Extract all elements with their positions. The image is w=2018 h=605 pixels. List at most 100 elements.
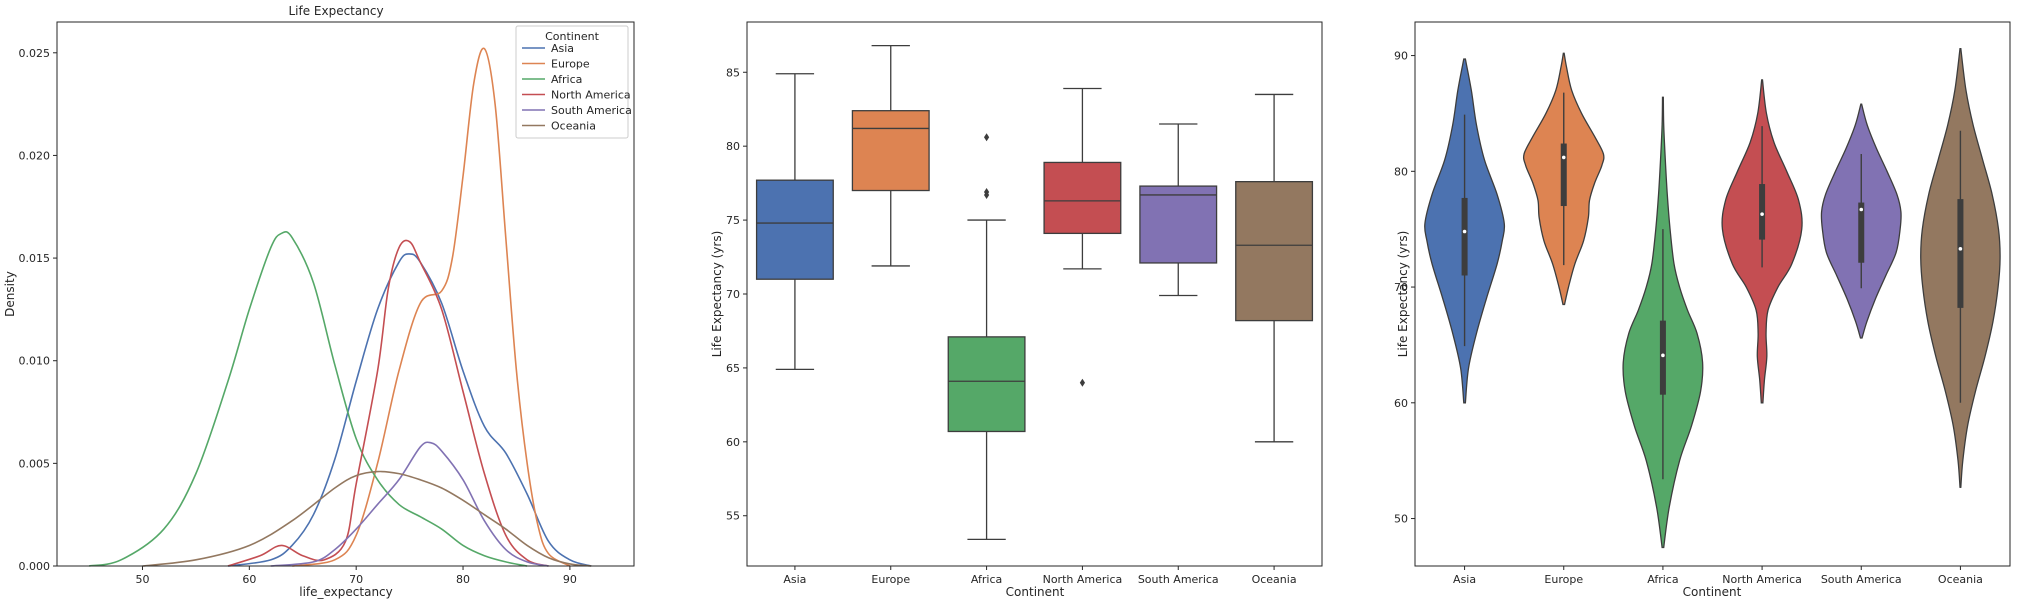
violin-shapes xyxy=(1424,47,2001,549)
boxplot-frame xyxy=(746,21,1323,567)
legend-label-south-america: South America xyxy=(551,104,632,117)
box-south-america xyxy=(1139,123,1218,297)
violin-ylabel: Life Expectancy (yrs) xyxy=(1396,231,1410,358)
outlier-point xyxy=(983,133,990,142)
violin-asia xyxy=(1424,58,1506,404)
boxplot-xtick-label: Asia xyxy=(783,573,806,586)
legend-label-north-america: North America xyxy=(551,89,631,102)
violin-iqr-bar xyxy=(1560,143,1567,207)
violin-median-dot xyxy=(1760,212,1764,216)
violin-xtick-label: Asia xyxy=(1453,573,1476,586)
box-asia xyxy=(755,73,834,371)
violin-iqr-bar xyxy=(1461,197,1468,276)
box-europe xyxy=(851,45,930,267)
kde-line-asia xyxy=(227,253,592,567)
kde-ticks: 50 60 70 80 90 0.000 0.005 0.010 0.015 0.020 0.025 xyxy=(19,47,577,586)
kde-ytick-label: 0.015 xyxy=(19,252,51,265)
violin-iqr-bar xyxy=(1858,202,1865,263)
boxplot-ytick-label: 55 xyxy=(726,510,740,523)
boxplot-ytick-label: 70 xyxy=(726,288,740,301)
kde-ytick-label: 0.000 xyxy=(19,560,51,573)
violin-ytick-label: 50 xyxy=(1394,513,1408,526)
boxplot-ylabel: Life Expectancy (yrs) xyxy=(710,231,724,358)
kde-ylabel: Density xyxy=(3,271,17,317)
violin-median-dot xyxy=(1561,155,1566,160)
violin-iqr-bar xyxy=(1659,320,1666,395)
violin-median-dot xyxy=(1462,229,1467,234)
kde-line-europe xyxy=(291,47,571,567)
violin-xlabel: Continent xyxy=(1683,585,1742,599)
kde-xtick-label: 50 xyxy=(135,573,149,586)
iqr-box xyxy=(755,179,834,280)
violin-xtick-label: Europe xyxy=(1544,573,1583,586)
violin-ytick-label: 60 xyxy=(1394,397,1408,410)
kde-xtick-label: 90 xyxy=(563,573,577,586)
kde-xtick-label: 80 xyxy=(456,573,470,586)
violin-xtick-label: Africa xyxy=(1647,573,1678,586)
violin-north-america xyxy=(1721,79,1803,404)
kde-ytick-label: 0.010 xyxy=(19,355,51,368)
violin-xtick-label: North America xyxy=(1722,573,1802,586)
kde-xlabel: life_expectancy xyxy=(299,585,393,599)
boxplot-ytick-label: 80 xyxy=(726,140,740,153)
legend-label-europe: Europe xyxy=(551,58,590,71)
boxplot-xlabel: Continent xyxy=(1006,585,1065,599)
violin-median-dot xyxy=(1859,207,1864,212)
kde-legend: Continent Asia Europe Africa North America S… xyxy=(515,25,632,139)
boxplot-xtick-label: Oceania xyxy=(1252,573,1297,586)
violin-europe xyxy=(1522,52,1605,306)
box-oceania xyxy=(1235,93,1314,443)
iqr-box xyxy=(1139,185,1218,264)
kde-title: Life Expectancy xyxy=(288,4,383,18)
boxplot-xtick-label: Africa xyxy=(971,573,1002,586)
boxplot-boxes xyxy=(755,45,1314,541)
kde-line-africa xyxy=(88,230,528,567)
iqr-box xyxy=(1235,181,1314,322)
violin-xtick-label: Oceania xyxy=(1938,573,1983,586)
kde-line-north-america xyxy=(227,239,549,567)
violin-iqr-bar xyxy=(1759,184,1766,240)
violin-chart: 50 60 70 80 90 Asia Europe Africa North America S… xyxy=(1394,21,2011,599)
outlier-point xyxy=(983,188,990,196)
kde-lines xyxy=(88,47,592,567)
violin-south-america xyxy=(1820,103,1902,339)
violin-median-dot xyxy=(1661,353,1665,358)
violin-ytick-label: 70 xyxy=(1394,281,1408,294)
boxplot-ytick-label: 60 xyxy=(726,436,740,449)
violin-xtick-label: South America xyxy=(1821,573,1902,586)
kde-xtick-label: 70 xyxy=(349,573,363,586)
legend-label-africa: Africa xyxy=(551,73,582,86)
legend-label-asia: Asia xyxy=(551,42,574,55)
outlier-point xyxy=(1079,378,1086,387)
kde-ytick-label: 0.025 xyxy=(19,47,51,60)
legend-title: Continent xyxy=(545,30,599,43)
iqr-box xyxy=(1043,161,1122,235)
box-africa xyxy=(947,133,1026,541)
violin-iqr-bar xyxy=(1957,199,1964,308)
boxplot-ytick-label: 65 xyxy=(726,362,740,375)
kde-frame xyxy=(56,21,635,567)
legend-label-oceania: Oceania xyxy=(551,120,596,133)
boxplot-xtick-label: North America xyxy=(1043,573,1123,586)
box-north-america xyxy=(1043,87,1122,387)
iqr-box xyxy=(851,110,930,192)
kde-line-south-america xyxy=(270,441,549,567)
violin-median-dot xyxy=(1958,247,1963,251)
violin-oceania xyxy=(1920,47,2001,488)
kde-ytick-label: 0.020 xyxy=(19,149,51,162)
violin-frame xyxy=(1414,21,2011,567)
boxplot-ticks: 55 60 65 70 75 80 85 Asia Europe Africa North Amer… xyxy=(726,66,1297,586)
boxplot-ytick-label: 75 xyxy=(726,214,740,227)
boxplot-ytick-label: 85 xyxy=(726,66,740,79)
kde-chart: Life Expectancy 50 60 70 80 90 0.000 0.005 0.01… xyxy=(3,4,635,599)
kde-xtick-label: 60 xyxy=(242,573,256,586)
kde-ytick-label: 0.005 xyxy=(19,457,51,470)
violin-africa xyxy=(1622,96,1704,549)
boxplot-xtick-label: Europe xyxy=(871,573,910,586)
violin-ytick-label: 90 xyxy=(1394,50,1408,63)
kde-line-oceania xyxy=(142,470,592,567)
boxplot-chart: 55 60 65 70 75 80 85 Asia Europe Africa North Amer… xyxy=(710,21,1323,599)
boxplot-xtick-label: South America xyxy=(1138,573,1219,586)
violin-ticks: 50 60 70 80 90 Asia Europe Africa North America S… xyxy=(1394,50,1983,586)
